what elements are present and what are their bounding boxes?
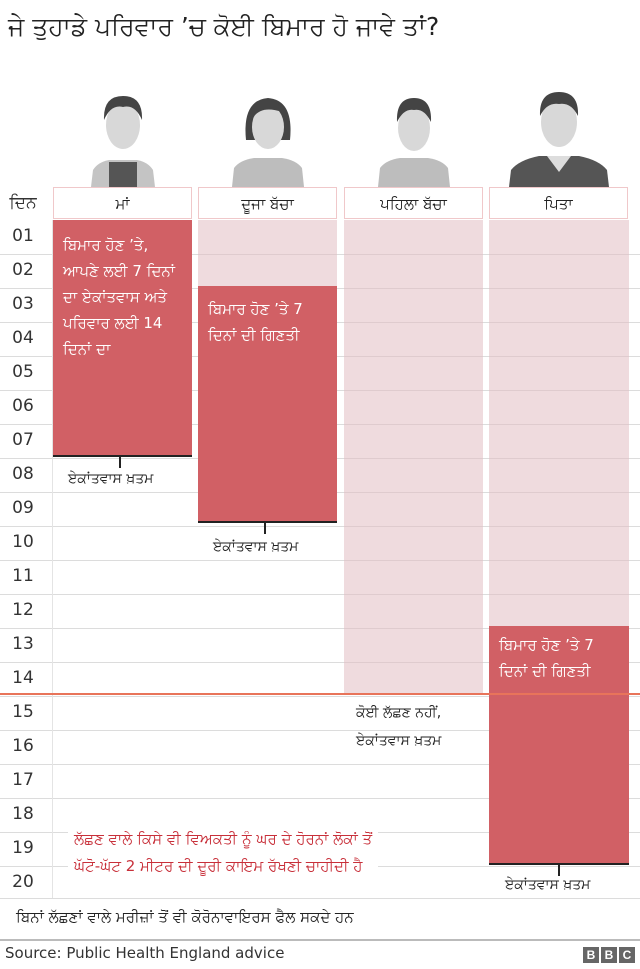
page-title: ਜੇ ਤੁਹਾਡੇ ਪਰਿਵਾਰ ’ਚ ਕੋਈ ਬਿਮਾਰ ਹੋ ਜਾਵੇ ਤਾ…: [8, 12, 440, 41]
day-label: 10: [12, 532, 34, 552]
mother-bar-text: ਬਿਮਾਰ ਹੋਣ ’ਤੇ, ਆਪਣੇ ਲਈ 7 ਦਿਨਾਂ ਦਾ ਏਕਾਂਤਵ…: [63, 236, 176, 358]
day-label: 06: [12, 396, 34, 416]
row-gridline: [0, 526, 640, 527]
second-child-figure-icon: [232, 98, 304, 187]
day-label: 13: [12, 634, 34, 654]
day-label: 03: [12, 294, 34, 314]
father-figure-icon: [509, 92, 609, 187]
column-header-father: ਪਿਤਾ: [489, 187, 628, 219]
day-label: 12: [12, 600, 34, 620]
second-child-end-text: ਏਕਾਂਤਵਾਸ ਖ਼ਤਮ: [213, 539, 299, 555]
row-gridline: [0, 798, 640, 799]
row-gridline: [0, 696, 640, 697]
second-child-isolation-bar: ਬਿਮਾਰ ਹੋਣ ’ਤੇ 7 ਦਿਨਾਂ ਦੀ ਗਿਣਤੀ: [198, 286, 337, 523]
day-header: ਦਿਨ: [9, 193, 37, 213]
mother-end-tick: [119, 456, 121, 468]
day-label: 07: [12, 430, 34, 450]
day-label: 09: [12, 498, 34, 518]
row-gridline: [0, 764, 640, 765]
bbc-logo: B B C: [583, 947, 635, 963]
distance-note: ਲੱਛਣ ਵਾਲੇ ਕਿਸੇ ਵੀ ਵਿਅਕਤੀ ਨੂੰ ਘਰ ਦੇ ਹੋਰਨਾ…: [68, 826, 379, 880]
day-label: 11: [12, 566, 34, 586]
day-label: 18: [12, 804, 34, 824]
second-child-household-bar: [198, 220, 337, 286]
mother-end-line: [53, 455, 192, 457]
first-child-end-text-2: ਏਕਾਂਤਵਾਸ ਖ਼ਤਮ: [356, 733, 442, 749]
father-bar-text: ਬਿਮਾਰ ਹੋਣ ’ਤੇ 7 ਦਿਨਾਂ ਦੀ ਗਿਣਤੀ: [499, 636, 594, 680]
mother-figure-icon: [91, 96, 155, 187]
mother-end-text: ਏਕਾਂਤਵਾਸ ਖ਼ਤਮ: [68, 471, 154, 487]
row-gridline: [0, 898, 640, 899]
bbc-logo-letter: B: [601, 947, 617, 963]
distance-note-line-1: ਲੱਛਣ ਵਾਲੇ ਕਿਸੇ ਵੀ ਵਿਅਕਤੀ ਨੂੰ ਘਰ ਦੇ ਹੋਰਨਾ…: [74, 830, 373, 848]
day-label: 02: [12, 260, 34, 280]
bbc-logo-letter: B: [583, 947, 599, 963]
footer-note: ਬਿਨਾਂ ਲੱਛਣਾਂ ਵਾਲੇ ਮਰੀਜ਼ਾਂ ਤੋਂ ਵੀ ਕੋਰੋਨਾਵ…: [16, 908, 354, 926]
day-label: 08: [12, 464, 34, 484]
first-child-figure-icon: [378, 98, 450, 187]
row-gridline: [0, 594, 640, 595]
family-figures: [91, 92, 609, 187]
distance-note-line-2: ਘੱਟੋ-ਘੱਟ 2 ਮੀਟਰ ਦੀ ਦੂਰੀ ਕਾਇਮ ਰੱਖਣੀ ਚਾਹੀਦ…: [74, 857, 363, 875]
second-child-bar-text: ਬਿਮਾਰ ਹੋਣ ’ਤੇ 7 ਦਿਨਾਂ ਦੀ ਗਿਣਤੀ: [208, 300, 303, 344]
father-isolation-bar: ਬਿਮਾਰ ਹੋਣ ’ਤੇ 7 ਦਿਨਾਂ ਦੀ ਗਿਣਤੀ: [489, 626, 629, 864]
father-end-text: ਏਕਾਂਤਵਾਸ ਖ਼ਤਮ: [505, 877, 591, 893]
row-gridline: [0, 730, 640, 731]
second-child-end-tick: [264, 522, 266, 534]
column-header-first-child: ਪਹਿਲਾ ਬੱਚਾ: [344, 187, 483, 219]
source-text: Source: Public Health England advice: [5, 944, 285, 962]
fourteen-day-threshold-line: [0, 693, 640, 695]
day-label: 14: [12, 668, 34, 688]
day-label: 04: [12, 328, 34, 348]
row-gridline: [0, 662, 640, 663]
day-label: 17: [12, 770, 34, 790]
row-gridline: [0, 560, 640, 561]
day-label: 05: [12, 362, 34, 382]
day-label: 16: [12, 736, 34, 756]
father-household-bar: [489, 220, 629, 626]
row-gridline: [0, 628, 640, 629]
second-child-end-line: [198, 521, 337, 523]
day-column-divider: [52, 220, 53, 898]
column-header-second-child: ਦੂਜਾ ਬੱਚਾ: [198, 187, 337, 219]
column-header-mother: ਮਾਂ: [53, 187, 192, 219]
first-child-end-text-1: ਕੋਈ ਲੱਛਣ ਨਹੀਂ,: [356, 705, 442, 721]
father-end-tick: [558, 864, 560, 876]
day-label: 01: [12, 226, 34, 246]
mother-isolation-bar: ਬਿਮਾਰ ਹੋਣ ’ਤੇ, ਆਪਣੇ ਲਈ 7 ਦਿਨਾਂ ਦਾ ਏਕਾਂਤਵ…: [53, 220, 192, 457]
bbc-logo-letter: C: [619, 947, 635, 963]
day-label: 19: [12, 838, 34, 858]
first-child-household-bar: [344, 220, 483, 693]
day-label: 15: [12, 702, 34, 722]
footer-divider: [0, 939, 640, 941]
day-label: 20: [12, 872, 34, 892]
